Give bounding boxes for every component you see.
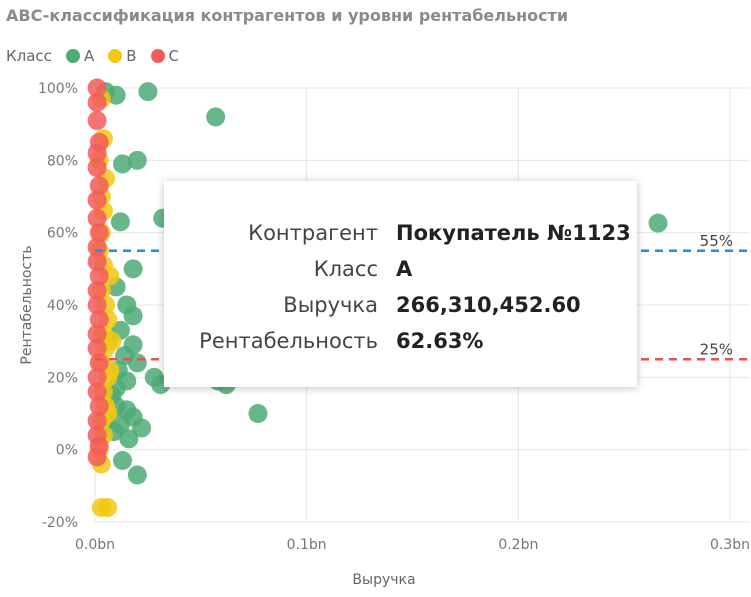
tooltip-key: Класс	[313, 257, 378, 281]
point-b[interactable]	[98, 498, 118, 518]
point-a[interactable]	[123, 306, 143, 326]
legend-label: Класс	[6, 47, 52, 65]
point-c[interactable]	[87, 158, 107, 178]
point-c[interactable]	[87, 252, 107, 272]
x-tick-label: 0.3bn	[710, 537, 750, 553]
reference-line-label: 55%	[700, 232, 733, 250]
y-tick-label: 60%	[47, 226, 78, 242]
point-a[interactable]	[648, 213, 668, 233]
point-c[interactable]	[87, 111, 107, 131]
y-tick-label: -20%	[42, 515, 78, 531]
y-tick-label: 0%	[56, 443, 78, 459]
tooltip-value: 62.63%	[396, 329, 484, 353]
tooltip-row-profitability: Рентабельность 62.63%	[192, 323, 631, 359]
point-a[interactable]	[123, 259, 143, 279]
point-a[interactable]	[138, 82, 158, 102]
y-tick-label: 80%	[47, 153, 78, 169]
point-c[interactable]	[89, 223, 109, 243]
legend-dot-b	[108, 49, 123, 63]
point-c[interactable]	[87, 190, 107, 210]
point-c[interactable]	[87, 208, 107, 228]
legend-item-a[interactable]: A	[65, 47, 95, 65]
tooltip-table: Контрагент Покупатель №1123 Класс A Выру…	[192, 215, 631, 359]
legend-text-a: A	[83, 47, 95, 65]
point-b[interactable]	[102, 331, 122, 351]
legend-item-c[interactable]: C	[150, 47, 179, 65]
point-a[interactable]	[113, 451, 133, 471]
point-c[interactable]	[87, 411, 107, 431]
tooltip-value: Покупатель №1123	[396, 221, 631, 245]
point-c[interactable]	[87, 281, 107, 301]
chart-title: ABC-классификация контрагентов и уровни …	[6, 6, 569, 25]
point-a[interactable]	[113, 154, 133, 174]
legend-item-b[interactable]: B	[108, 47, 137, 65]
y-tick-label: 40%	[47, 298, 78, 314]
x-axis-label: Выручка	[352, 572, 415, 588]
point-c[interactable]	[89, 266, 109, 286]
point-a[interactable]	[106, 85, 126, 105]
x-tick-label: 0.2bn	[498, 537, 538, 553]
tooltip-key: Контрагент	[248, 221, 378, 245]
point-c[interactable]	[87, 295, 107, 315]
tooltip: Контрагент Покупатель №1123 Класс A Выру…	[164, 181, 637, 387]
tick-labels: -20% 0% 20% 40% 60% 80% 100% 0.0bn 0.1bn 0.2bn 0.3…	[38, 81, 750, 553]
y-tick-label: 100%	[38, 81, 78, 97]
point-a[interactable]	[206, 107, 226, 127]
legend-dot-a	[65, 49, 80, 63]
point-a[interactable]	[127, 150, 147, 170]
point-c[interactable]	[87, 324, 107, 344]
x-tick-label: 0.0bn	[75, 537, 115, 553]
point-c[interactable]	[89, 396, 109, 416]
point-c[interactable]	[89, 176, 109, 196]
point-c[interactable]	[87, 143, 107, 163]
point-c[interactable]	[87, 382, 107, 402]
legend: Класс A B C	[6, 47, 179, 65]
tooltip-key: Рентабельность	[199, 329, 378, 353]
point-c[interactable]	[87, 447, 107, 467]
legend-text-c: C	[168, 47, 179, 65]
point-a[interactable]	[110, 212, 130, 232]
point-c[interactable]	[87, 367, 107, 387]
x-tick-label: 0.1bn	[287, 537, 327, 553]
y-axis-label: Рентабельность	[19, 245, 35, 364]
tooltip-row-class: Класс A	[192, 251, 631, 287]
point-a[interactable]	[248, 404, 268, 423]
tooltip-value: 266,310,452.60	[396, 293, 581, 317]
point-c[interactable]	[89, 353, 109, 373]
point-c[interactable]	[87, 338, 107, 358]
legend-dot-c	[150, 49, 165, 63]
point-c[interactable]	[89, 309, 109, 329]
point-c[interactable]	[87, 92, 107, 112]
tooltip-row-revenue: Выручка 266,310,452.60	[192, 287, 631, 323]
point-a[interactable]	[132, 418, 152, 438]
point-c[interactable]	[87, 78, 107, 98]
point-a[interactable]	[127, 465, 147, 485]
legend-text-b: B	[126, 47, 137, 65]
tooltip-value: A	[396, 257, 413, 281]
tooltip-key: Выручка	[283, 293, 378, 317]
reference-line-label: 25%	[700, 340, 733, 358]
point-a[interactable]	[119, 429, 139, 449]
tooltip-row-counterparty: Контрагент Покупатель №1123	[192, 215, 631, 251]
point-a[interactable]	[127, 353, 147, 373]
y-tick-label: 20%	[47, 370, 78, 386]
